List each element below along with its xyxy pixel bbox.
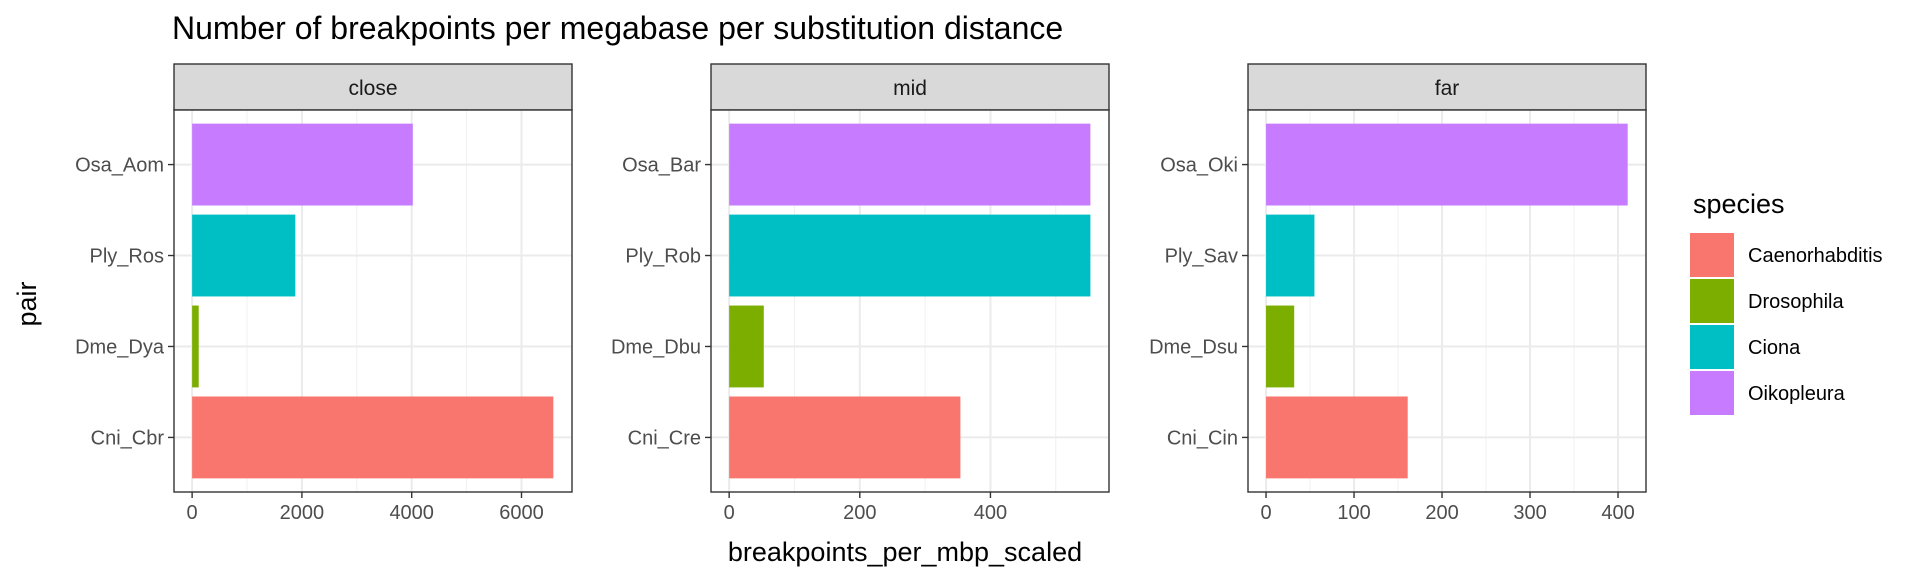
x-tick-label: 4000 xyxy=(389,502,434,524)
y-tick-label: Osa_Bar xyxy=(622,155,701,177)
y-tick-label: Ply_Rob xyxy=(625,246,701,268)
chart-title: Number of breakpoints per megabase per s… xyxy=(172,10,1063,46)
x-tick-label: 0 xyxy=(1260,502,1271,524)
y-tick-label: Dme_Dya xyxy=(75,336,165,358)
legend-key-drosophila xyxy=(1690,279,1734,323)
legend-label: Caenorhabditis xyxy=(1748,245,1883,267)
legend-label: Ciona xyxy=(1748,337,1801,359)
legend-label: Oikopleura xyxy=(1748,383,1846,405)
x-tick-label: 200 xyxy=(1425,502,1458,524)
y-axis-title: pair xyxy=(12,281,42,326)
bar-Osa_Bar xyxy=(729,123,1091,206)
x-tick-label: 300 xyxy=(1513,502,1546,524)
y-tick-label: Cni_Cbr xyxy=(91,427,165,449)
legend-key-oikopleura xyxy=(1690,371,1734,415)
y-tick-label: Osa_Aom xyxy=(75,155,164,177)
bar-Cni_Cbr xyxy=(192,396,554,479)
facet-strip-label: close xyxy=(348,77,397,100)
facet-strip xyxy=(1247,63,1647,111)
facet-strip xyxy=(710,63,1110,111)
bar-Ply_Sav xyxy=(1266,214,1315,297)
y-tick-label: Ply_Sav xyxy=(1165,246,1238,268)
y-tick-label: Dme_Dbu xyxy=(611,336,701,358)
legend-key-ciona xyxy=(1690,325,1734,369)
legend-label: Drosophila xyxy=(1748,291,1844,313)
y-tick-label: Osa_Oki xyxy=(1160,155,1238,177)
facet-far: far Osa_Oki Ply_Sav Dme_Dsu Cni_Cin 0 100 200 30… xyxy=(1149,63,1647,524)
x-axis-title: breakpoints_per_mbp_scaled xyxy=(728,537,1082,567)
y-tick-label: Ply_Ros xyxy=(90,246,164,268)
panel-border xyxy=(173,109,573,493)
facet-strip-label: mid xyxy=(893,77,927,100)
panel-border xyxy=(1247,109,1647,493)
x-tick-label: 400 xyxy=(1601,502,1634,524)
legend: species Caenorhabditis Drosophila Ciona Oik… xyxy=(1690,189,1883,415)
bar-Cni_Cre xyxy=(729,396,961,479)
legend-title: species xyxy=(1693,189,1785,219)
bar-Osa_Aom xyxy=(192,123,413,206)
x-tick-label: 0 xyxy=(187,502,198,524)
panel-border xyxy=(710,109,1110,493)
y-tick-label: Dme_Dsu xyxy=(1149,336,1238,358)
y-tick-label: Cni_Cre xyxy=(628,427,701,449)
x-tick-label: 400 xyxy=(974,502,1007,524)
bar-Osa_Oki xyxy=(1266,123,1628,206)
legend-items: Caenorhabditis Drosophila Ciona Oikopleura xyxy=(1690,233,1883,415)
bar-Cni_Cin xyxy=(1266,396,1408,479)
y-tick-label: Cni_Cin xyxy=(1167,427,1238,449)
bar-Dme_Dsu xyxy=(1266,305,1295,388)
bar-Dme_Dya xyxy=(192,305,199,388)
x-tick-label: 6000 xyxy=(499,502,544,524)
x-tick-label: 100 xyxy=(1337,502,1370,524)
bar-Dme_Dbu xyxy=(729,305,764,388)
facet-close: close Osa_Aom Ply_Ros Dme_Dya Cni_Cbr 0 2000 40… xyxy=(75,63,573,524)
legend-key-caenorhabditis xyxy=(1690,233,1734,277)
facet-mid: mid Osa_Bar Ply_Rob Dme_Dbu Cni_Cre 0 200 400 xyxy=(611,63,1110,524)
bar-Ply_Ros xyxy=(192,214,296,297)
facet-strip xyxy=(173,63,573,111)
bar-Ply_Rob xyxy=(729,214,1091,297)
x-tick-label: 0 xyxy=(724,502,735,524)
x-tick-label: 200 xyxy=(843,502,876,524)
x-tick-label: 2000 xyxy=(280,502,325,524)
facet-strip-label: far xyxy=(1435,77,1460,100)
